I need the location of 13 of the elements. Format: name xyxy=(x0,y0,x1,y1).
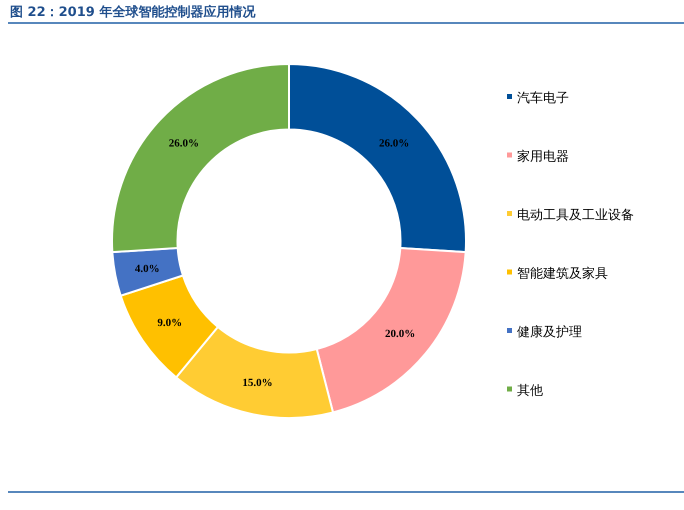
data-label: 26.0% xyxy=(379,137,410,150)
data-label: 15.0% xyxy=(242,376,273,389)
legend-label: 汽车电子 xyxy=(517,90,569,105)
chart-title: 图 22：2019 年全球智能控制器应用情况 xyxy=(10,4,256,20)
data-label: 9.0% xyxy=(157,317,182,330)
legend-label: 电动工具及工业设备 xyxy=(517,207,634,222)
legend-label: 家用电器 xyxy=(517,148,569,164)
data-label: 20.0% xyxy=(385,328,416,340)
legend-label: 健康及护理 xyxy=(517,324,582,339)
data-label: 4.0% xyxy=(134,263,160,276)
legend-label: 智能建筑及家具 xyxy=(517,266,608,280)
data-label: 26.0% xyxy=(168,137,199,150)
legend-label: 其他 xyxy=(517,382,543,398)
